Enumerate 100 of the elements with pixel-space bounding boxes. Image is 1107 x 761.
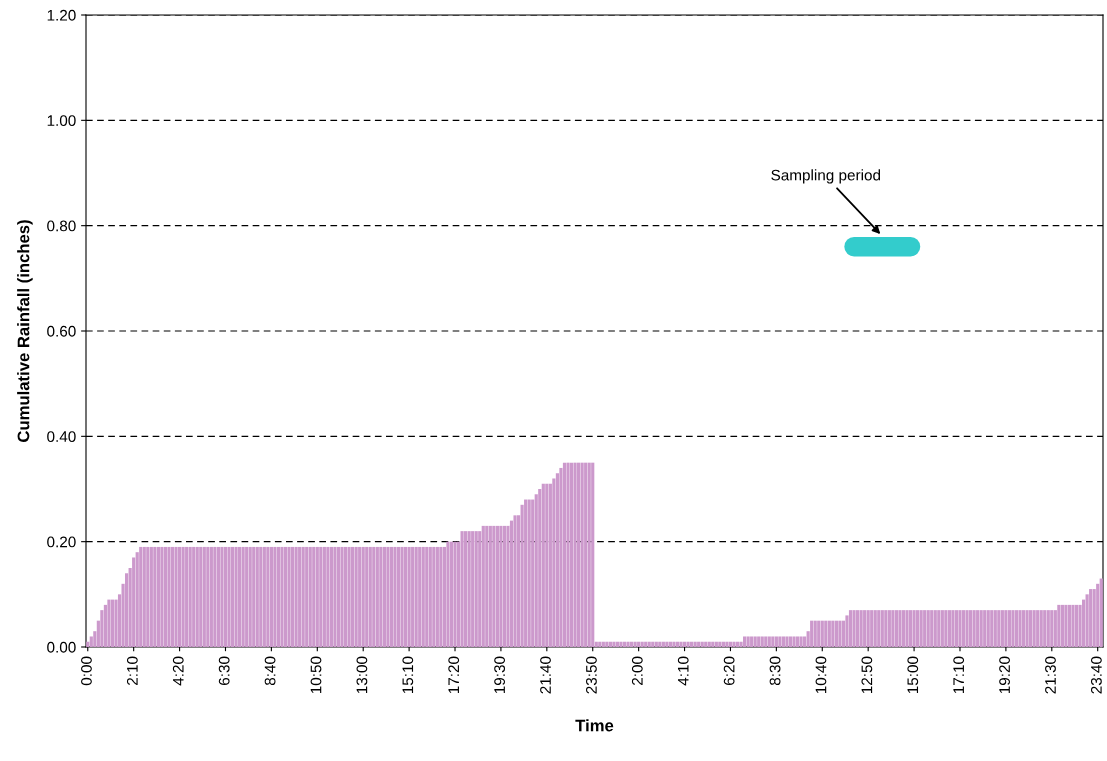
y-tick-label: 0.20 bbox=[47, 536, 76, 548]
bar bbox=[545, 483, 549, 647]
bar bbox=[103, 604, 108, 647]
bar bbox=[774, 636, 778, 647]
bar bbox=[1064, 604, 1068, 647]
bar bbox=[276, 546, 281, 647]
bar bbox=[1057, 604, 1061, 647]
bar bbox=[146, 546, 150, 647]
bar bbox=[379, 546, 383, 647]
bar bbox=[852, 610, 856, 647]
bar bbox=[340, 546, 344, 647]
bar bbox=[432, 546, 436, 647]
x-tick-label: 4:10 bbox=[677, 656, 689, 686]
x-tick-label: 6:20 bbox=[723, 656, 735, 685]
bar bbox=[824, 620, 828, 647]
bar bbox=[315, 546, 319, 647]
x-tick-label: 12:50 bbox=[861, 656, 873, 694]
bar bbox=[870, 610, 874, 647]
bar bbox=[912, 610, 916, 647]
bar bbox=[485, 525, 489, 647]
bar bbox=[990, 610, 994, 647]
bar bbox=[290, 546, 295, 647]
bar bbox=[439, 546, 443, 647]
bar bbox=[241, 546, 245, 647]
x-tick-label: 4:20 bbox=[172, 656, 184, 686]
bar bbox=[312, 546, 316, 647]
bar bbox=[361, 546, 365, 647]
bar bbox=[961, 610, 966, 647]
bar bbox=[389, 546, 394, 647]
bar bbox=[499, 525, 503, 647]
bar bbox=[1004, 610, 1008, 647]
bar bbox=[619, 641, 623, 647]
bar bbox=[1050, 610, 1054, 647]
bar bbox=[905, 610, 909, 647]
bar bbox=[149, 546, 153, 647]
bar bbox=[997, 610, 1001, 647]
bar bbox=[393, 546, 397, 647]
bar bbox=[672, 641, 676, 647]
y-tick-label: 0.60 bbox=[47, 325, 76, 337]
bar bbox=[269, 546, 273, 647]
bar bbox=[926, 610, 930, 647]
bar bbox=[163, 546, 168, 647]
bar bbox=[891, 610, 895, 647]
bar bbox=[446, 541, 450, 647]
bar bbox=[227, 546, 231, 647]
bar bbox=[185, 546, 189, 647]
y-tick-label: 0.80 bbox=[47, 220, 76, 232]
bar bbox=[901, 610, 906, 647]
bar bbox=[591, 462, 595, 647]
bar bbox=[428, 546, 432, 647]
bar bbox=[322, 546, 326, 647]
bar bbox=[958, 610, 962, 647]
bar bbox=[771, 636, 775, 647]
x-tick-label: 15:00 bbox=[907, 656, 919, 694]
bar bbox=[863, 610, 867, 647]
bar bbox=[753, 636, 757, 647]
bar bbox=[425, 546, 429, 647]
annotation: Sampling period bbox=[771, 169, 881, 184]
y-tick-label: 1.00 bbox=[47, 115, 76, 127]
bar bbox=[192, 546, 196, 647]
bar bbox=[940, 610, 944, 647]
bar bbox=[1007, 610, 1012, 647]
bar bbox=[319, 546, 323, 647]
bar bbox=[884, 610, 888, 647]
bar bbox=[873, 610, 877, 647]
bar bbox=[329, 546, 334, 647]
bar bbox=[372, 546, 376, 647]
bar bbox=[1014, 610, 1019, 647]
bar bbox=[580, 462, 584, 647]
bar bbox=[195, 546, 199, 647]
bar bbox=[336, 546, 341, 647]
bar bbox=[757, 636, 761, 647]
y-axis-title: Cumulative Rainfall (inches) bbox=[17, 220, 33, 442]
bar bbox=[1039, 610, 1043, 647]
bar bbox=[1099, 578, 1103, 647]
bar bbox=[584, 462, 588, 647]
bar bbox=[767, 636, 771, 647]
x-tick-label: 15:10 bbox=[402, 656, 414, 694]
x-tick-label: 0:00 bbox=[81, 656, 92, 686]
bar bbox=[965, 610, 969, 647]
x-tick-label: 2:10 bbox=[126, 656, 138, 685]
bar bbox=[894, 610, 899, 647]
bar bbox=[810, 620, 814, 647]
bar bbox=[139, 546, 143, 647]
bar bbox=[569, 462, 574, 647]
bar bbox=[781, 636, 786, 647]
bar bbox=[206, 546, 210, 647]
bar bbox=[566, 462, 570, 647]
bar bbox=[435, 546, 439, 647]
bar bbox=[919, 610, 923, 647]
bar bbox=[199, 546, 203, 647]
bar bbox=[795, 636, 800, 647]
bar bbox=[351, 546, 355, 647]
bar bbox=[976, 610, 980, 647]
bar bbox=[216, 546, 221, 647]
bar bbox=[725, 641, 729, 647]
bar bbox=[742, 636, 747, 647]
bar bbox=[107, 599, 111, 647]
bar bbox=[746, 636, 750, 647]
bar bbox=[1018, 610, 1022, 647]
